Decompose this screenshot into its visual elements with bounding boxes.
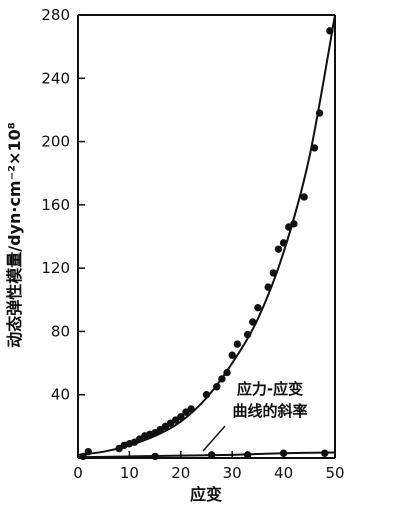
x-tick-label: 20 <box>171 464 190 482</box>
stress-strain-slope-point <box>321 449 329 457</box>
dynamic-modulus-point <box>249 318 257 326</box>
y-tick-label: 160 <box>41 196 70 214</box>
slope-annotation: 应力-应变 曲线的斜率 <box>232 380 307 420</box>
annotation-line-2: 曲线的斜率 <box>232 402 307 420</box>
dynamic-modulus-point <box>315 109 324 117</box>
y-tick-label: 80 <box>51 322 70 340</box>
x-tick-label: 10 <box>120 464 139 482</box>
x-tick-label: 50 <box>325 464 344 482</box>
plot-area <box>77 14 336 459</box>
dynamic-modulus-point <box>228 351 236 359</box>
dynamic-modulus-point <box>187 405 195 413</box>
y-axis-label: 动态弹性模量/dyn·cm⁻²×10⁸ <box>5 122 24 348</box>
series-layer <box>77 14 336 461</box>
y-tick-label: 200 <box>41 133 70 151</box>
x-axis-label: 应变 <box>190 485 222 504</box>
dynamic-modulus-point <box>310 144 319 152</box>
dynamic-modulus-point <box>300 193 308 201</box>
dynamic-modulus-point <box>264 283 272 291</box>
dynamic-modulus-point <box>213 383 221 391</box>
y-tick-label: 40 <box>51 386 70 404</box>
y-tick-label: 240 <box>41 69 70 87</box>
stress-strain-slope-point <box>79 452 87 461</box>
x-tick-label: 30 <box>223 464 242 482</box>
y-tick-label: 280 <box>41 6 70 24</box>
stress-strain-slope-fit-line <box>77 451 336 459</box>
dynamic-modulus-point <box>243 330 252 339</box>
dynamic-modulus-point <box>254 303 262 312</box>
dynamic-modulus-point <box>223 368 231 377</box>
dynamic-modulus-point <box>202 391 211 399</box>
dynamic-modulus-point <box>84 447 92 456</box>
dynamic-modulus-point <box>177 413 185 421</box>
stress-strain-slope-point <box>207 451 216 459</box>
y-tick-label: 120 <box>41 259 70 277</box>
annotation-line-1: 应力-应变 <box>237 380 303 398</box>
x-tick-label: 40 <box>274 464 293 482</box>
dynamic-modulus-point <box>290 220 298 228</box>
stress-strain-slope-point <box>151 452 159 461</box>
dynamic-modulus-point <box>274 245 283 253</box>
dynamic-modulus-point <box>218 375 226 383</box>
dynamic-modulus-point <box>233 340 242 348</box>
dynamic-modulus-point <box>279 239 288 247</box>
x-tick-label: 0 <box>73 464 83 482</box>
annotation-leader-line <box>202 425 226 452</box>
y-ticks: 40 80 120 160 200 240 280 <box>41 6 85 404</box>
stress-strain-slope-point <box>243 451 252 459</box>
dynamic-modulus-point <box>269 269 278 277</box>
dynamic-modulus-point <box>326 27 334 35</box>
stress-strain-slope-point <box>279 449 288 457</box>
